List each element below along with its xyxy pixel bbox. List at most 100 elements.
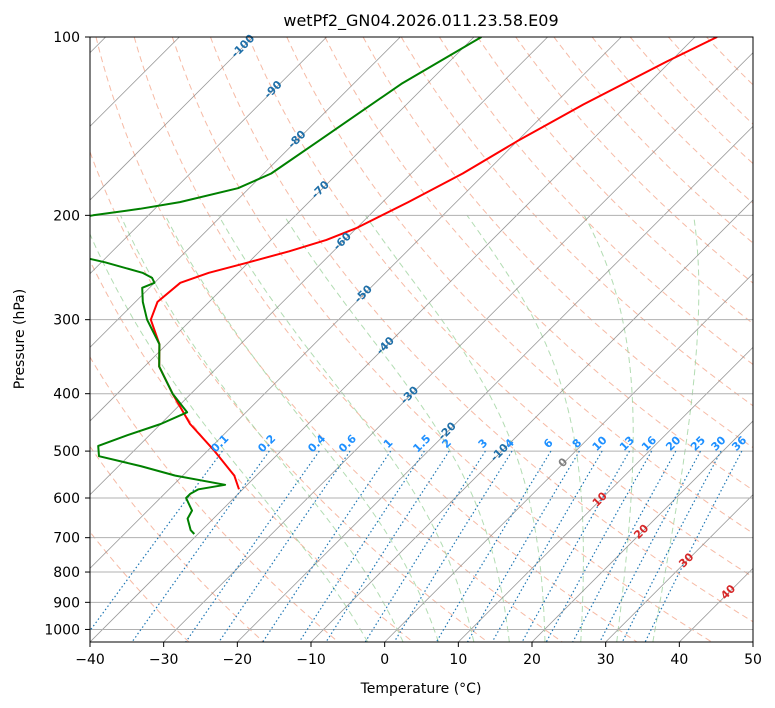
x-tick-label: 0 xyxy=(380,652,389,668)
y-tick-label: 700 xyxy=(53,531,80,547)
mixing-ratio-label: 0.6 xyxy=(336,432,359,455)
dry-adiabat xyxy=(668,37,753,125)
isotherm-line xyxy=(90,37,475,422)
y-tick-label: 900 xyxy=(53,595,80,611)
y-tick-label: 300 xyxy=(53,313,80,329)
isotherm-line xyxy=(90,37,327,275)
x-tick-label: 20 xyxy=(523,652,541,668)
isotherm-label: -70 xyxy=(309,178,332,201)
mixing-ratio-line xyxy=(364,450,486,642)
isotherm-label: -20 xyxy=(436,419,459,442)
isotherm-line xyxy=(237,125,753,642)
mixing-ratio-line xyxy=(521,450,631,642)
y-tick-label: 800 xyxy=(53,565,80,581)
x-tick-label: −30 xyxy=(149,652,179,668)
isotherm-label: 20 xyxy=(631,521,651,541)
mixing-ratio-line xyxy=(393,450,513,642)
plot-area: 0.1 0.2 0.4 0.6 1 1.5 2 3 4 6 8 10 13 16 20 25 30 36-100-… xyxy=(89,32,754,643)
y-tick-label: 100 xyxy=(53,30,80,46)
moist-adiabat xyxy=(283,215,510,642)
dry-adiabat xyxy=(706,37,753,86)
dry-adiabat xyxy=(324,37,753,491)
isotherm-label: -90 xyxy=(261,78,284,101)
x-tick-label: −10 xyxy=(296,652,326,668)
y-tick-label: 200 xyxy=(53,208,80,224)
x-tick-label: 50 xyxy=(744,652,762,668)
y-tick-label: 1000 xyxy=(44,622,80,638)
moist-adiabat xyxy=(164,215,439,642)
isotherm-line xyxy=(605,494,753,642)
isotherm-line xyxy=(90,37,548,496)
mixing-ratio-label: 0.4 xyxy=(305,432,328,455)
isotherm-line xyxy=(458,346,753,642)
mixing-ratio-line xyxy=(90,450,223,632)
x-axis: −40 −30 −20 −10 0 10 20 30 40 50 xyxy=(75,642,762,668)
plot-clip-group xyxy=(90,37,753,642)
y-axis: 100 200 300 400 500 600 700 800 900 1000 xyxy=(44,30,90,638)
mixing-ratio-line xyxy=(644,450,743,642)
mixing-ratio-label: 6 xyxy=(541,436,556,451)
dry-adiabat xyxy=(133,37,638,642)
mixing-ratio-label: 36 xyxy=(729,433,749,453)
isotherm-label: -50 xyxy=(352,282,375,305)
mixing-ratio-label: 0.1 xyxy=(208,432,231,455)
mixing-ratio-line xyxy=(599,450,702,642)
mixing-ratio-line xyxy=(491,450,603,642)
mixing-ratio-label: 30 xyxy=(709,433,729,453)
moist-adiabat xyxy=(583,215,634,642)
dewpoint-profile-line xyxy=(90,37,482,535)
mixing-ratio-label: 20 xyxy=(663,433,683,453)
isotherm-line xyxy=(384,273,753,642)
mixing-ratio-line xyxy=(621,450,722,642)
dry-adiabat xyxy=(90,445,264,642)
x-tick-label: −20 xyxy=(223,652,253,668)
mixing-ratio-line xyxy=(572,450,677,642)
dry-adiabat xyxy=(553,37,753,244)
isotherm-label: -30 xyxy=(398,383,421,406)
mixing-ratio-lines xyxy=(90,450,743,642)
mixing-ratio-line xyxy=(185,450,320,642)
dry-adiabat xyxy=(90,150,488,642)
mixing-ratio-line xyxy=(218,450,351,642)
moist-adiabat xyxy=(218,215,475,642)
isotherm-line xyxy=(752,641,753,642)
mixing-ratio-label: 8 xyxy=(570,436,585,451)
isotherm-label: -60 xyxy=(331,230,354,253)
dry-adiabat xyxy=(90,259,414,642)
mixing-ratio-line xyxy=(545,450,653,642)
isotherm-line xyxy=(90,37,254,201)
dry-adiabat xyxy=(210,37,753,623)
mixing-ratio-line xyxy=(298,450,425,642)
isotherm-label: 10 xyxy=(590,489,610,509)
x-axis-title: Temperature (°C) xyxy=(360,681,482,697)
mixing-ratio-line xyxy=(435,450,552,642)
moist-adiabat xyxy=(120,215,404,642)
plot-frame xyxy=(89,36,754,643)
dry-adiabat xyxy=(90,531,190,642)
moist-adiabat xyxy=(90,232,369,642)
isotherm-line xyxy=(90,37,622,569)
dry-adiabat xyxy=(438,37,753,366)
x-tick-label: 10 xyxy=(449,652,467,668)
mixing-ratio-label: 3 xyxy=(476,436,491,451)
mixing-ratio-line xyxy=(262,450,392,642)
isotherm-line xyxy=(90,37,401,348)
moist-adiabat xyxy=(466,215,584,642)
dry-adiabat xyxy=(400,37,753,407)
isotherm-label: 30 xyxy=(676,550,696,570)
x-tick-label: 30 xyxy=(597,652,615,668)
dry-adiabat xyxy=(90,356,339,642)
dry-adiabat xyxy=(171,37,712,642)
dry-adiabat xyxy=(286,37,753,534)
isotherm-line xyxy=(90,37,696,642)
dry-adiabat xyxy=(95,37,563,642)
x-tick-label: −40 xyxy=(75,652,105,668)
y-axis-title: Pressure (hPa) xyxy=(12,289,28,389)
y-tick-label: 600 xyxy=(53,491,80,507)
isotherm-line xyxy=(679,567,753,642)
dry-adiabat xyxy=(248,37,753,578)
isotherm-line xyxy=(310,199,753,642)
x-tick-label: 40 xyxy=(670,652,688,668)
mixing-ratio-label: 16 xyxy=(639,433,659,453)
